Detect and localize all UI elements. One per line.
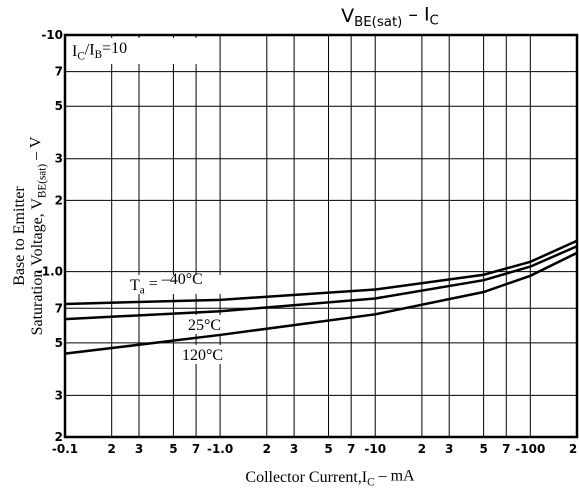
text-part: I	[72, 43, 77, 60]
text-part: /I	[85, 42, 95, 59]
series-label: Ta = –40°C	[130, 271, 203, 297]
subscript: a	[140, 284, 145, 296]
text-part: =10	[102, 40, 127, 57]
x-tick-label: 3	[135, 442, 143, 456]
line-series	[64, 245, 578, 321]
line-series	[64, 239, 578, 306]
label-bg	[184, 315, 236, 334]
text-part: – I	[402, 3, 429, 25]
x-tick-label: 5	[169, 442, 177, 456]
y-tick-label: -10	[41, 28, 63, 42]
text-part: Collector Current,I	[245, 469, 367, 486]
series-label: 25°C	[188, 317, 221, 334]
text-part: T	[130, 277, 140, 294]
x-tick-label: -1.0	[207, 442, 233, 456]
y-tick-label: 7	[55, 301, 63, 315]
annotation: IC/IB=10	[72, 40, 127, 62]
y-axis-label: Saturation Voltage, VBE(sat) – V	[28, 136, 49, 335]
y-tick-label: 2	[55, 430, 63, 444]
plot-frame	[63, 33, 579, 439]
x-tick-label: 3	[445, 442, 453, 456]
x-tick-label: -0.1	[52, 442, 78, 456]
line-series	[64, 251, 578, 355]
label-bg	[126, 275, 236, 294]
series-name: 120°C	[182, 347, 223, 364]
x-tick-label: 2	[418, 442, 426, 456]
chart-title: VBE(sat) – IC	[341, 3, 439, 30]
text-part: V	[341, 5, 354, 27]
y-tick-label: 3	[55, 152, 63, 166]
x-tick-label: -10	[364, 442, 386, 456]
y-tick-label: 5	[55, 336, 63, 350]
text-part: =	[145, 276, 162, 293]
y-tick-label: 3	[55, 388, 63, 402]
x-axis-label: Collector Current,IC – mA	[245, 468, 415, 489]
subscript: C	[367, 476, 374, 488]
x-tick-label: -100	[515, 442, 545, 456]
x-tick-label: 2	[263, 442, 271, 456]
label-bg	[178, 345, 230, 364]
subscript: B	[95, 49, 102, 61]
y-tick-label: 5	[55, 99, 63, 113]
x-tick-label: 7	[347, 442, 355, 456]
y-axis-label: Base to Emitter	[11, 186, 28, 286]
subscript: C	[430, 13, 439, 28]
series-name: –40°C	[161, 271, 203, 288]
x-tick-label: 5	[324, 442, 332, 456]
series-name: 25°C	[188, 317, 221, 334]
x-tick-label: 2	[569, 442, 577, 456]
text-part: Saturation Voltage, V	[29, 198, 46, 336]
y-tick-label: 7	[55, 65, 63, 79]
series-label: 120°C	[182, 347, 223, 364]
text-part: – V	[28, 136, 45, 164]
x-tick-label: 5	[479, 442, 487, 456]
x-tick-label: 7	[192, 442, 200, 456]
text-part: – mA	[375, 468, 415, 485]
annotation-bg	[68, 38, 198, 64]
x-tick-label: 2	[108, 442, 116, 456]
subscript: BE(sat)	[36, 164, 48, 198]
y-tick-label: 2	[55, 193, 63, 207]
x-tick-label: 3	[290, 442, 298, 456]
subscript: C	[77, 50, 84, 62]
y-tick-label: -1.0	[37, 265, 63, 279]
subscript: BE(sat)	[354, 15, 402, 30]
x-tick-label: 7	[502, 442, 510, 456]
